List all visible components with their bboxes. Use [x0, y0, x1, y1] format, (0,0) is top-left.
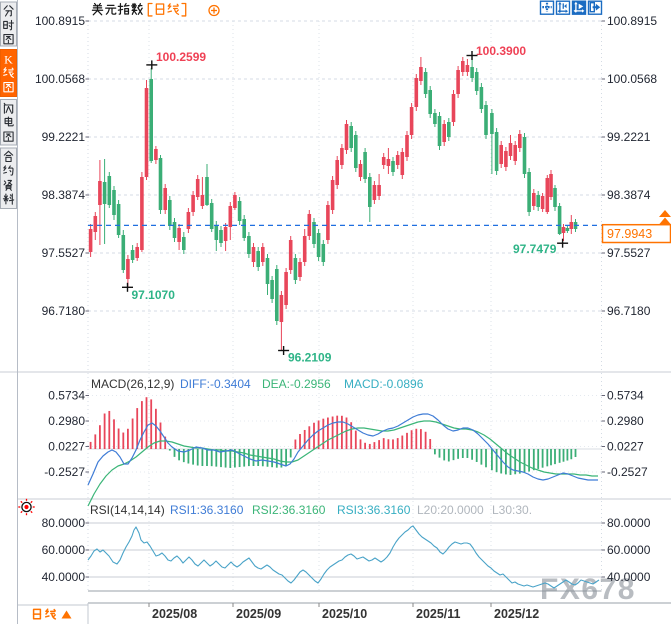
svg-text:97.9943: 97.9943 — [607, 227, 652, 241]
svg-text:100.3900: 100.3900 — [476, 44, 526, 58]
svg-text:0.5734: 0.5734 — [607, 388, 644, 402]
svg-text:FX678: FX678 — [540, 573, 636, 606]
svg-text:97.7479: 97.7479 — [513, 242, 557, 256]
svg-text:99.2221: 99.2221 — [607, 130, 651, 144]
svg-text:99.2221: 99.2221 — [42, 130, 86, 144]
svg-text:-0.2527: -0.2527 — [44, 465, 85, 479]
svg-text:2025/12: 2025/12 — [494, 607, 539, 621]
svg-text:0.0227: 0.0227 — [48, 440, 85, 454]
svg-text:60.0000: 60.0000 — [607, 543, 651, 557]
svg-text:80.0000: 80.0000 — [42, 516, 86, 530]
svg-text:100.0568: 100.0568 — [35, 72, 85, 86]
svg-text:0.0227: 0.0227 — [607, 440, 644, 454]
svg-text:40.0000: 40.0000 — [42, 570, 86, 584]
svg-text:2025/08: 2025/08 — [152, 607, 197, 621]
svg-text:0.2980: 0.2980 — [48, 414, 85, 428]
svg-text:2025/09: 2025/09 — [236, 607, 281, 621]
svg-text:40.0000: 40.0000 — [607, 570, 651, 584]
svg-text:80.0000: 80.0000 — [607, 516, 651, 530]
svg-text:96.2109: 96.2109 — [288, 351, 332, 365]
svg-text:0.5734: 0.5734 — [48, 388, 85, 402]
svg-text:100.0568: 100.0568 — [607, 72, 657, 86]
svg-text:-0.2527: -0.2527 — [607, 465, 648, 479]
svg-text:100.8915: 100.8915 — [35, 14, 85, 28]
svg-text:0.2980: 0.2980 — [607, 414, 644, 428]
svg-text:97.5527: 97.5527 — [607, 246, 651, 260]
svg-text:2025/10: 2025/10 — [322, 607, 367, 621]
svg-text:98.3874: 98.3874 — [42, 188, 86, 202]
svg-text:97.5527: 97.5527 — [42, 246, 86, 260]
svg-text:100.2599: 100.2599 — [156, 50, 206, 64]
svg-text:60.0000: 60.0000 — [42, 543, 86, 557]
svg-text:100.8915: 100.8915 — [607, 14, 657, 28]
svg-text:97.1070: 97.1070 — [132, 288, 176, 302]
svg-text:K: K — [4, 53, 13, 67]
svg-text:98.3874: 98.3874 — [607, 188, 651, 202]
svg-text:96.7180: 96.7180 — [42, 304, 86, 318]
svg-text:2025/11: 2025/11 — [416, 607, 461, 621]
svg-text:96.7180: 96.7180 — [607, 304, 651, 318]
